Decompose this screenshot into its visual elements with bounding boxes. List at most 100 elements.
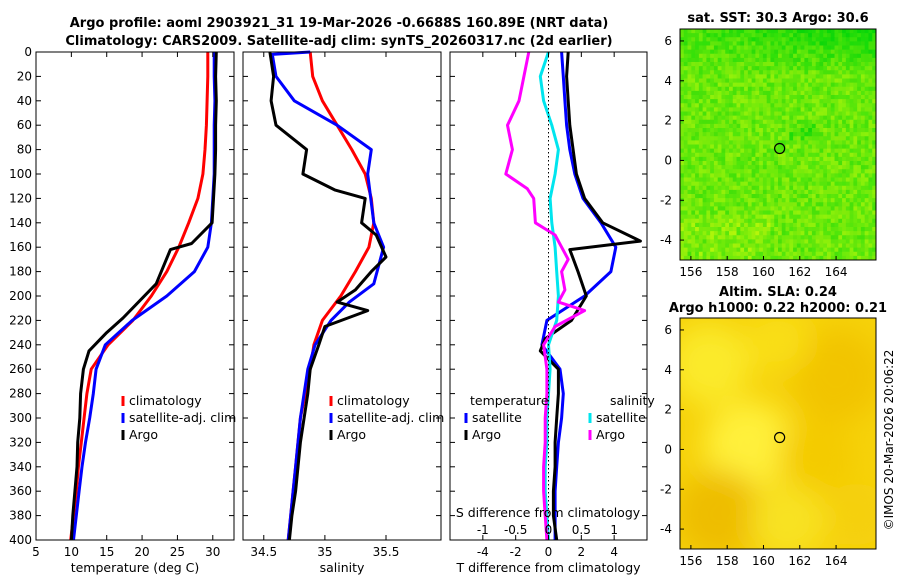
sst-cell xyxy=(744,82,749,88)
sst-cell xyxy=(842,247,847,253)
sst-cell xyxy=(811,53,817,59)
sst-cell xyxy=(744,49,749,55)
sst-cell xyxy=(687,136,692,141)
sst-cell xyxy=(744,66,749,71)
sst-cell xyxy=(736,185,741,191)
sst-cell xyxy=(747,119,753,125)
sst-cell xyxy=(710,181,715,187)
sst-cell xyxy=(680,57,685,63)
sst-cell xyxy=(819,173,824,178)
sst-cell xyxy=(842,41,847,46)
sst-cell xyxy=(710,255,715,260)
sst-cell xyxy=(751,202,756,207)
sst-cell xyxy=(827,247,832,253)
sst-cell xyxy=(725,206,730,211)
sst-cell xyxy=(736,148,741,154)
sst-cell xyxy=(823,161,828,166)
sst-cell xyxy=(698,156,704,162)
sst-cell xyxy=(687,218,692,224)
sst-cell xyxy=(736,62,741,67)
sst-cell xyxy=(759,202,764,207)
sst-cell xyxy=(744,132,749,137)
sst-cell xyxy=(725,198,730,203)
sst-cell xyxy=(710,202,715,207)
sst-cell xyxy=(770,169,775,174)
sst-cell xyxy=(710,103,715,108)
sst-cell xyxy=(770,111,775,117)
sst-cell xyxy=(778,148,783,154)
sst-cell xyxy=(842,119,847,125)
sst-cell xyxy=(811,165,817,170)
sst-cell xyxy=(751,239,756,244)
sst-cell xyxy=(849,231,854,236)
sst-cell xyxy=(849,243,854,249)
sst-cell xyxy=(834,239,839,244)
sst-cell xyxy=(864,82,869,88)
sst-cell xyxy=(853,123,858,129)
sst-cell xyxy=(740,74,745,79)
figure-title-line1: Argo profile: aoml 2903921_31 19-Mar-202… xyxy=(70,16,609,31)
sst-cell xyxy=(808,210,813,216)
sst-cell xyxy=(785,161,790,166)
sst-cell xyxy=(793,41,798,46)
sst-cell xyxy=(683,165,688,170)
salinity-line-3 xyxy=(268,51,388,541)
sst-cell xyxy=(872,103,876,108)
sst-cell xyxy=(710,37,715,42)
sst-cell xyxy=(698,140,704,145)
sst-cell xyxy=(736,29,741,34)
sst-cell xyxy=(770,218,775,224)
sst-cell xyxy=(717,136,722,141)
sst-cell xyxy=(778,128,783,133)
sst-cell xyxy=(751,95,756,100)
sst-cell xyxy=(710,95,715,100)
sst-cell xyxy=(774,165,779,170)
sst-cell xyxy=(698,123,704,129)
sst-cell xyxy=(800,86,805,92)
sst-cell xyxy=(789,231,794,236)
sst-cell xyxy=(710,218,715,224)
sst-cell xyxy=(725,144,730,150)
sst-cell xyxy=(721,119,726,125)
sst-cell xyxy=(827,177,832,183)
sst-cell xyxy=(800,148,805,154)
sst-cell xyxy=(793,74,798,79)
sst-cell xyxy=(804,218,809,224)
sst-cell xyxy=(868,231,873,236)
sst-cell xyxy=(687,70,692,75)
sst-cell xyxy=(751,148,756,154)
sst-cell xyxy=(793,198,798,203)
sst-cell xyxy=(860,243,866,249)
sst-cell xyxy=(766,128,771,133)
sst-cell xyxy=(857,66,862,71)
sst-cell xyxy=(785,82,790,88)
sst-cell xyxy=(706,235,711,240)
sst-cell xyxy=(762,95,768,100)
sst-cell xyxy=(811,132,817,137)
sst-cell xyxy=(725,185,730,191)
sst-cell xyxy=(702,119,707,125)
sst-cell xyxy=(827,243,832,249)
sst-cell xyxy=(740,53,745,59)
sst-cell xyxy=(710,128,715,133)
sst-cell xyxy=(751,57,756,63)
sst-cell xyxy=(808,243,813,249)
sst-cell xyxy=(781,90,786,96)
sst-cell xyxy=(721,140,726,145)
sst-cell xyxy=(691,214,696,220)
sst-cell xyxy=(680,115,685,121)
sst-cell xyxy=(819,66,824,71)
sst-cell xyxy=(691,144,696,150)
sst-cell xyxy=(796,103,802,108)
sst-cell xyxy=(747,185,753,191)
sst-cell xyxy=(872,95,876,100)
sst-cell xyxy=(680,214,685,220)
sst-cell xyxy=(830,255,835,260)
sst-cell xyxy=(781,169,786,174)
sst-cell xyxy=(853,144,858,150)
sst-cell xyxy=(774,53,779,59)
sst-cell xyxy=(804,202,809,207)
sst-cell xyxy=(823,227,828,232)
sst-cell xyxy=(698,37,704,42)
sst-cell xyxy=(804,86,809,92)
